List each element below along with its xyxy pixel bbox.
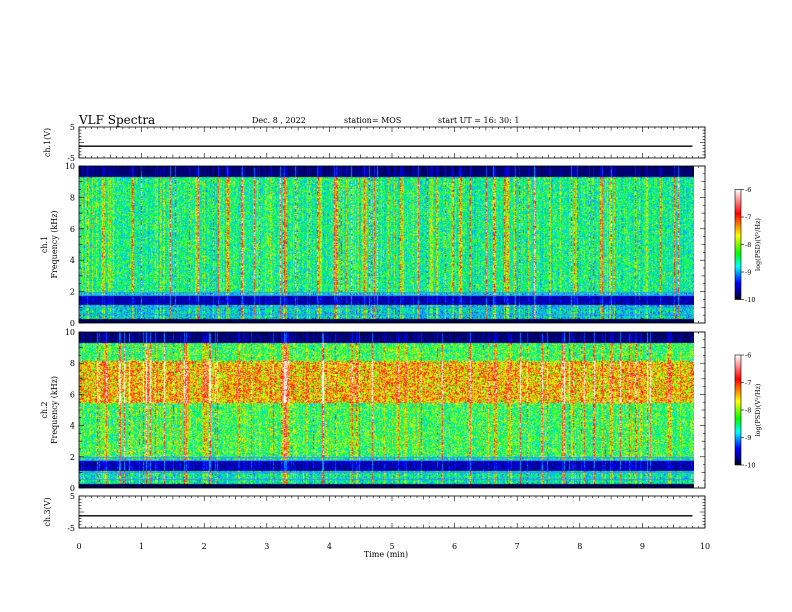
x-tick-label: 10 — [700, 542, 710, 551]
y-tick-label: 10 — [65, 328, 75, 337]
y-tick-label: -5 — [67, 524, 75, 533]
x-tick-label: 3 — [264, 542, 269, 551]
colorbar-tick-label: -7 — [745, 379, 751, 387]
colorbar-tick-label: -6 — [745, 352, 751, 360]
y-tick-label: 10 — [65, 162, 75, 171]
y-axis-label: ch.2 — [40, 401, 49, 418]
colorbar-tick-label: -8 — [745, 241, 751, 249]
y-tick-label: 8 — [70, 193, 75, 202]
x-tick-label: 8 — [577, 542, 582, 551]
y-tick-label: 5 — [70, 492, 75, 501]
x-tick-label: 7 — [515, 542, 520, 551]
y-tick-label: 0 — [70, 319, 75, 328]
x-tick-label: 2 — [202, 542, 207, 551]
x-tick-label: 5 — [389, 542, 394, 551]
y-axis-label: ch.1(V) — [43, 128, 52, 157]
y-tick-label: 4 — [70, 422, 75, 431]
y-tick-label: 2 — [70, 288, 75, 297]
y-tick-label: 6 — [70, 225, 75, 234]
y-tick-label: 2 — [70, 453, 75, 462]
x-tick-label: 9 — [640, 542, 645, 551]
y-axis-label: ch.1 — [40, 236, 49, 253]
colorbar-tick-label: -7 — [745, 214, 751, 222]
x-tick-label: 6 — [452, 542, 457, 551]
colorbar-tick-label: -9 — [745, 434, 751, 442]
colorbar-label: log(PSD)(V²/Hz) — [754, 218, 762, 271]
station-label: station= MOS — [344, 116, 402, 125]
colorbar — [734, 354, 742, 466]
x-tick-label: 0 — [76, 542, 81, 551]
ch1-spectrogram-image — [79, 166, 694, 323]
y-axis-label: ch.3(V) — [43, 497, 52, 526]
y-tick-label: 4 — [70, 256, 75, 265]
y-tick-label: 6 — [70, 390, 75, 399]
start-time-label: start UT = 16: 30: 1 — [438, 116, 520, 125]
y-tick-label: 5 — [70, 123, 75, 132]
x-tick-label: 1 — [139, 542, 144, 551]
figure-title: VLF Spectra — [79, 113, 156, 127]
y-axis-label: Frequency (kHz) — [50, 210, 59, 278]
colorbar-tick-label: -8 — [745, 407, 751, 415]
colorbar-tick-label: -10 — [745, 462, 755, 470]
y-tick-label: 8 — [70, 359, 75, 368]
x-tick-label: 4 — [327, 542, 332, 551]
y-axis-label: Frequency (kHz) — [50, 376, 59, 444]
colorbar-tick-label: -10 — [745, 296, 755, 304]
colorbar-tick-label: -9 — [745, 269, 751, 277]
date-label: Dec. 8 , 2022 — [252, 116, 306, 125]
colorbar-label: log(PSD)(V²/Hz) — [754, 383, 762, 436]
colorbar-tick-label: -6 — [745, 186, 751, 194]
y-tick-label: -5 — [67, 154, 75, 163]
y-tick-label: 0 — [70, 484, 75, 493]
ch2-spectrogram-image — [79, 332, 694, 488]
x-axis-label: Time (min) — [364, 550, 408, 559]
colorbar — [734, 189, 742, 300]
